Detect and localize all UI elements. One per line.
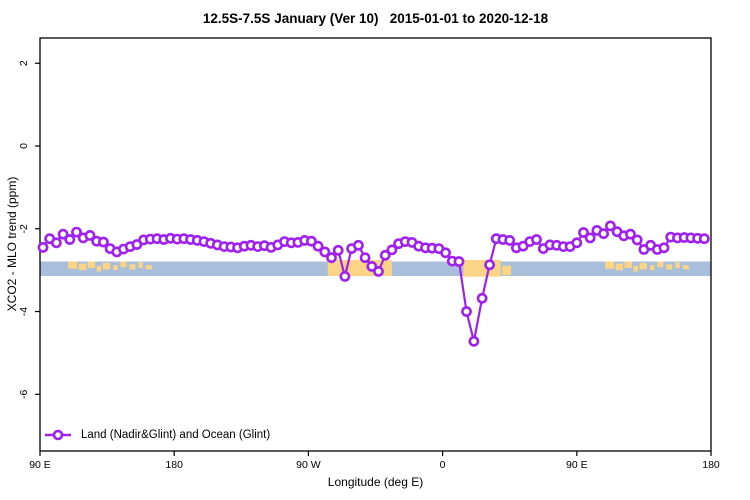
data-point bbox=[605, 220, 616, 232]
data-point bbox=[51, 237, 62, 249]
data-point bbox=[379, 249, 391, 261]
land-patch bbox=[624, 261, 632, 268]
data-point bbox=[359, 252, 371, 264]
x-tick-label: 180 bbox=[702, 459, 720, 471]
land-patch bbox=[666, 264, 673, 270]
data-point bbox=[598, 228, 609, 240]
data-point bbox=[37, 241, 49, 253]
y-tick-label: -2 bbox=[18, 224, 30, 233]
data-point bbox=[352, 239, 364, 251]
data-point bbox=[468, 335, 480, 347]
data-point bbox=[625, 228, 636, 240]
data-point bbox=[440, 247, 451, 259]
land-patch bbox=[96, 265, 102, 272]
data-point bbox=[453, 256, 465, 267]
x-axis-label: Longitude (deg E) bbox=[327, 475, 424, 489]
data-point bbox=[584, 232, 596, 244]
data-point bbox=[476, 292, 488, 304]
data-point bbox=[84, 229, 96, 241]
legend: Land (Nadir&Glint) and Ocean (Glint) bbox=[44, 429, 270, 441]
land-patch bbox=[639, 262, 647, 270]
data-point bbox=[366, 260, 378, 272]
data-point bbox=[373, 265, 384, 277]
data-point bbox=[504, 234, 516, 246]
y-tick-label: -6 bbox=[18, 389, 30, 398]
land-patch bbox=[120, 261, 127, 268]
x-tick-label: 180 bbox=[165, 459, 183, 471]
data-point bbox=[332, 244, 344, 256]
land-patch bbox=[675, 262, 680, 268]
x-tick-label: 0 bbox=[440, 459, 446, 471]
land-patch bbox=[463, 260, 501, 277]
data-point bbox=[326, 252, 337, 264]
data-point bbox=[71, 226, 82, 238]
y-axis-label: XCO2 - MLO trend (ppm) bbox=[5, 176, 19, 312]
land-patch bbox=[615, 263, 624, 271]
data-point bbox=[64, 234, 76, 245]
land-patch bbox=[649, 265, 655, 271]
x-tick-label: 90 W bbox=[296, 459, 321, 471]
y-tick-label: -4 bbox=[18, 307, 30, 316]
data-point bbox=[57, 228, 69, 240]
data-point bbox=[339, 270, 351, 282]
x-tick-label: 90 E bbox=[566, 459, 588, 471]
data-point bbox=[631, 234, 643, 246]
land-patch bbox=[633, 265, 638, 272]
land-patch bbox=[502, 265, 512, 276]
data-point bbox=[461, 306, 472, 317]
data-point bbox=[98, 236, 109, 248]
legend-label: Land (Nadir&Glint) and Ocean (Glint) bbox=[81, 429, 271, 441]
y-tick-label: 0 bbox=[18, 143, 30, 149]
land-patch bbox=[129, 264, 136, 270]
data-point bbox=[658, 242, 670, 254]
data-point bbox=[312, 240, 324, 252]
land-patch bbox=[87, 261, 96, 268]
land-patch bbox=[657, 261, 664, 268]
land-patch bbox=[113, 265, 118, 271]
land-patch bbox=[605, 261, 614, 269]
land-patch bbox=[145, 265, 152, 270]
data-point bbox=[319, 246, 331, 258]
data-point bbox=[531, 234, 542, 245]
data-point bbox=[305, 235, 317, 247]
land-patch bbox=[682, 265, 689, 270]
data-point bbox=[578, 227, 589, 238]
legend-line-marker-icon bbox=[45, 429, 71, 441]
data-point bbox=[484, 259, 495, 271]
data-point bbox=[698, 233, 710, 245]
data-point bbox=[571, 237, 583, 249]
land-patch bbox=[78, 263, 87, 271]
land-patch bbox=[138, 262, 143, 268]
chart-title: 12.5S-7.5S January (Ver 10) 2015-01-01 t… bbox=[202, 11, 549, 26]
y-tick-label: 2 bbox=[18, 60, 30, 66]
data-point bbox=[386, 244, 398, 256]
land-patch bbox=[102, 262, 111, 270]
x-tick-label: 90 E bbox=[29, 459, 51, 471]
land-patch bbox=[68, 261, 78, 269]
